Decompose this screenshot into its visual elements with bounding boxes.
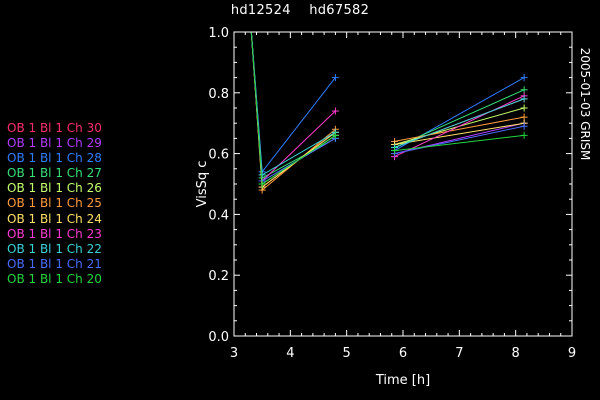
y-tick-label: 0.6 bbox=[208, 148, 229, 163]
series-line-segment bbox=[394, 98, 525, 148]
x-tick-label: 5 bbox=[343, 346, 351, 361]
legend-entry: OB 1 Bl 1 Ch 22 bbox=[7, 241, 102, 256]
title-star-left: hd12524 bbox=[230, 3, 291, 18]
data-point-marker bbox=[520, 104, 528, 112]
data-point-marker bbox=[258, 180, 266, 188]
title-star-right: hd67582 bbox=[309, 3, 370, 18]
series-line-segment bbox=[394, 125, 525, 155]
legend-entry: OB 1 Bl 1 Ch 29 bbox=[7, 136, 102, 151]
x-tick-label: 8 bbox=[512, 346, 520, 361]
series-1 bbox=[250, 32, 528, 191]
series-11 bbox=[250, 32, 528, 188]
series-line-segment bbox=[250, 32, 336, 183]
chart-title: hd12524 hd67582 bbox=[0, 3, 600, 18]
x-tick-label: 4 bbox=[286, 346, 294, 361]
x-axis-label: Time [h] bbox=[375, 373, 430, 388]
series-line-segment bbox=[250, 32, 336, 182]
legend-entry: OB 1 Bl 1 Ch 24 bbox=[7, 211, 102, 226]
data-point-marker bbox=[331, 74, 339, 82]
legend-entry: OB 1 Bl 1 Ch 27 bbox=[7, 166, 102, 181]
series-line-segment bbox=[250, 32, 336, 192]
series-line-segment bbox=[250, 32, 336, 176]
series-line-segment bbox=[394, 116, 525, 142]
data-point-marker bbox=[520, 131, 528, 139]
y-tick-label: 0.2 bbox=[208, 269, 229, 284]
series-line-segment bbox=[250, 32, 336, 174]
legend-entry: OB 1 Bl 1 Ch 28 bbox=[7, 151, 102, 166]
y-tick-label: 1.0 bbox=[208, 26, 229, 41]
data-point-marker bbox=[520, 95, 528, 103]
legend-entry: OB 1 Bl 1 Ch 20 bbox=[7, 271, 102, 286]
legend-entry: OB 1 Bl 1 Ch 25 bbox=[7, 196, 102, 211]
data-point-marker bbox=[331, 131, 339, 139]
series-line-segment bbox=[250, 32, 336, 179]
x-tick-label: 3 bbox=[230, 346, 238, 361]
data-point-marker bbox=[391, 147, 399, 155]
legend-entry: OB 1 Bl 1 Ch 26 bbox=[7, 181, 102, 196]
series-4 bbox=[250, 32, 528, 182]
series-3 bbox=[250, 32, 528, 176]
y-tick-label: 0.0 bbox=[208, 330, 229, 345]
series-line-segment bbox=[250, 32, 336, 185]
data-point-marker bbox=[520, 86, 528, 94]
series-7 bbox=[250, 32, 528, 191]
x-tick-label: 6 bbox=[399, 346, 407, 361]
series-6 bbox=[250, 32, 528, 194]
legend-entry: OB 1 Bl 1 Ch 21 bbox=[7, 256, 102, 271]
data-point-marker bbox=[520, 122, 528, 130]
series-line-segment bbox=[394, 134, 525, 152]
series-line-segment bbox=[250, 32, 336, 185]
series-line-segment bbox=[394, 89, 525, 148]
data-point-marker bbox=[520, 113, 528, 121]
series-line-segment bbox=[394, 95, 525, 158]
y-tick-label: 0.4 bbox=[208, 208, 229, 223]
legend: OB 1 Bl 1 Ch 30 OB 1 Bl 1 Ch 29 OB 1 Bl 1 … bbox=[7, 121, 102, 287]
legend-entry: OB 1 Bl 1 Ch 30 bbox=[7, 121, 102, 135]
series-8 bbox=[250, 32, 528, 185]
series-line-segment bbox=[250, 32, 336, 185]
x-tick-label: 7 bbox=[455, 346, 463, 361]
y-axis-label: VisSq c bbox=[195, 161, 210, 208]
x-tick-label: 9 bbox=[568, 346, 576, 361]
series-10 bbox=[250, 32, 528, 185]
data-point-marker bbox=[520, 74, 528, 82]
data-point-marker bbox=[331, 107, 339, 115]
series-line-segment bbox=[394, 122, 525, 145]
series-9 bbox=[250, 32, 528, 179]
y-tick-label: 0.8 bbox=[208, 87, 229, 102]
legend-entry: OB 1 Bl 1 Ch 23 bbox=[7, 226, 102, 241]
